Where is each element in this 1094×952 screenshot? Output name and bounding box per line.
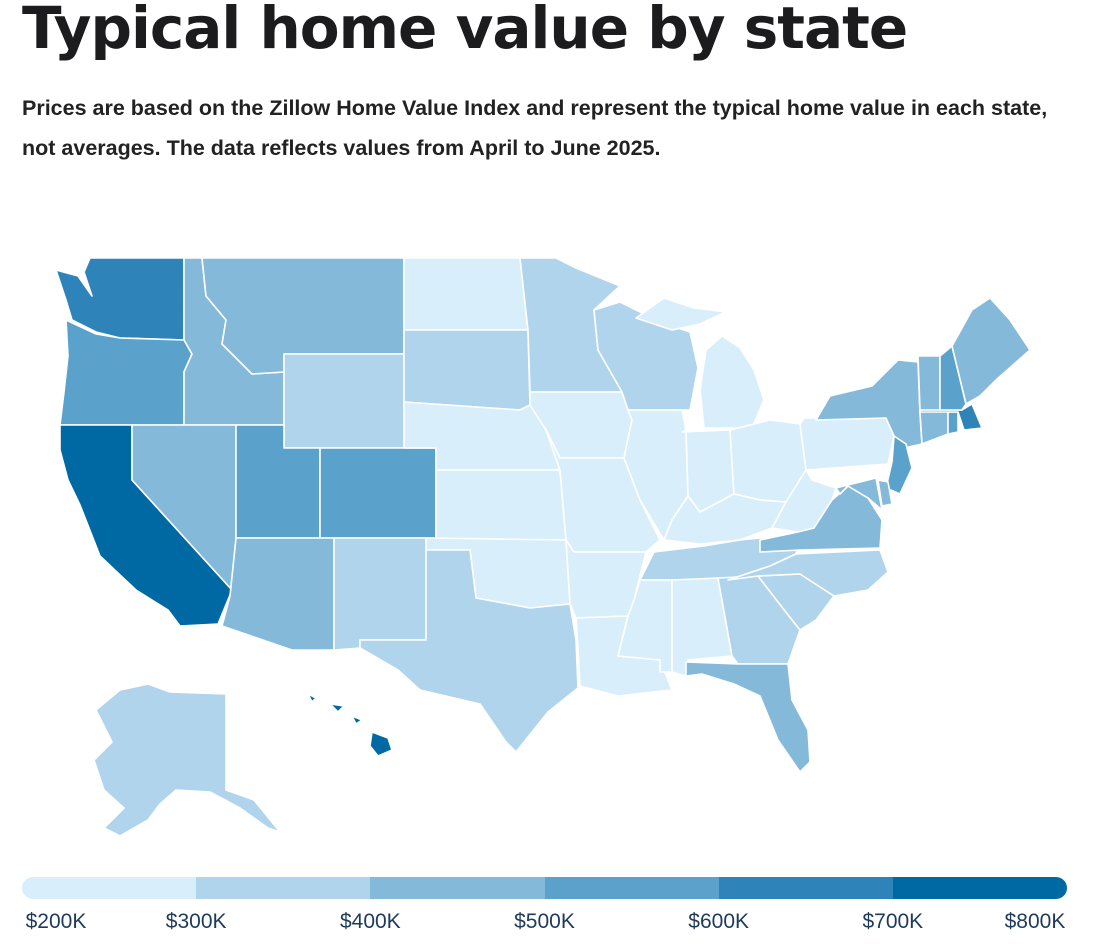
- legend-tick-label: $400K: [339, 910, 401, 933]
- state-nd[interactable]: [403, 257, 529, 331]
- state-me[interactable]: [951, 297, 1031, 405]
- legend-swatch: [892, 877, 1067, 899]
- legend-swatch: [196, 877, 371, 899]
- state-ct[interactable]: [919, 409, 949, 445]
- legend-tick-label: $300K: [165, 910, 227, 933]
- state-hi[interactable]: [307, 693, 393, 757]
- legend-color-bar: [22, 877, 1067, 899]
- legend-tick-label: $800K: [1004, 910, 1066, 933]
- state-mi[interactable]: [635, 297, 765, 429]
- state-vt[interactable]: [917, 355, 941, 411]
- state-fl[interactable]: [685, 661, 811, 773]
- legend-tick-label: $200K: [25, 910, 87, 933]
- legend-tick-label: $600K: [688, 910, 750, 933]
- state-pa[interactable]: [799, 417, 895, 471]
- state-wy[interactable]: [283, 353, 405, 449]
- state-ks[interactable]: [435, 469, 567, 541]
- state-md[interactable]: [835, 477, 883, 511]
- state-nc[interactable]: [727, 549, 889, 597]
- legend-labels: $200K $300K $400K $500K $600K $700K $800K: [0, 910, 1094, 940]
- legend-swatch: [718, 877, 893, 899]
- state-az[interactable]: [221, 537, 335, 651]
- page-title: Typical home value by state: [22, 0, 908, 62]
- state-tx[interactable]: [359, 549, 579, 753]
- state-mo[interactable]: [545, 429, 661, 553]
- legend-tick-label: $700K: [862, 910, 924, 933]
- legend-tick-label: $500K: [514, 910, 575, 933]
- state-nj[interactable]: [885, 435, 913, 495]
- state-nm[interactable]: [333, 537, 427, 651]
- state-sd[interactable]: [403, 329, 531, 411]
- us-choropleth-map: [55, 257, 1031, 837]
- legend-swatch: [22, 877, 197, 899]
- state-ak[interactable]: [93, 683, 281, 837]
- state-ri[interactable]: [947, 411, 959, 435]
- state-co[interactable]: [319, 447, 437, 539]
- page-subtitle: Prices are based on the Zillow Home Valu…: [22, 96, 1048, 160]
- legend-swatch: [544, 877, 719, 899]
- state-ky[interactable]: [663, 493, 787, 545]
- state-de[interactable]: [877, 479, 893, 507]
- state-nh[interactable]: [939, 345, 967, 411]
- legend-swatch: [370, 877, 545, 899]
